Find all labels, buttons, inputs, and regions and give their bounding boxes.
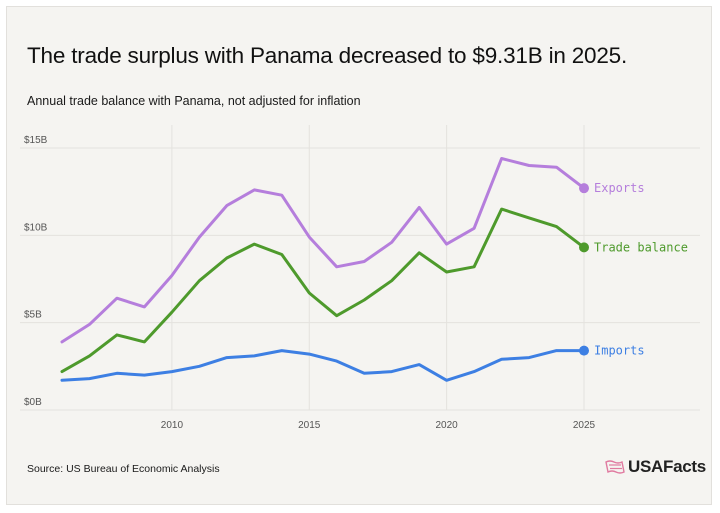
brand-name: USAFacts	[628, 457, 706, 476]
x-tick-label: 2025	[573, 420, 596, 431]
series-label-imports: Imports	[594, 344, 645, 358]
x-tick-label: 2015	[298, 420, 321, 431]
y-tick-label: $0B	[24, 397, 42, 408]
x-tick-label: 2020	[436, 420, 459, 431]
flag-icon	[605, 460, 625, 474]
series-end-point-trade_balance	[579, 242, 589, 253]
series-end-point-exports	[579, 183, 589, 194]
chart-title: The trade surplus with Panama decreased …	[27, 43, 628, 68]
series-line-exports	[60, 157, 586, 344]
source-note: Source: US Bureau of Economic Analysis	[27, 463, 220, 475]
series-line-imports	[60, 349, 586, 382]
series-end-point-imports	[579, 345, 589, 356]
series-label-trade_balance: Trade balance	[594, 240, 688, 254]
x-tick-label: 2010	[161, 420, 184, 431]
y-tick-label: $10B	[24, 222, 48, 233]
chart-subtitle: Annual trade balance with Panama, not ad…	[27, 94, 361, 108]
y-tick-label: $5B	[24, 310, 42, 321]
series-label-exports: Exports	[594, 181, 645, 195]
brand-logo: USAFacts	[605, 457, 706, 477]
series-line-trade_balance	[60, 207, 586, 374]
y-tick-label: $15B	[24, 135, 48, 146]
chart-card: The trade surplus with Panama decreased …	[6, 6, 712, 505]
